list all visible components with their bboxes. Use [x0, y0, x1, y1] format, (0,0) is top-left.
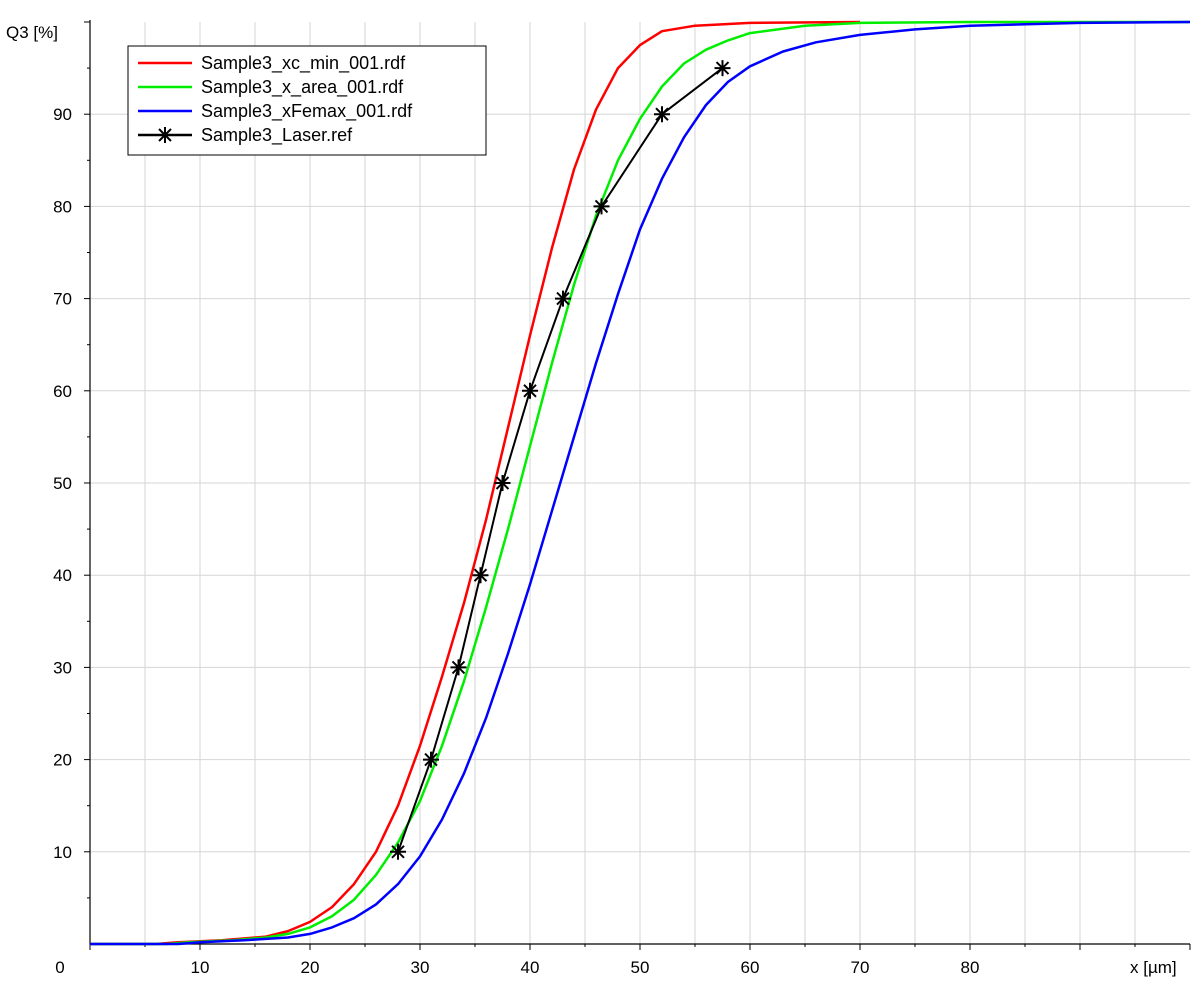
- series-line: [397, 67, 724, 853]
- data-point: [472, 567, 489, 584]
- data-point: [714, 60, 731, 77]
- y-axis-title: Q3 [%]: [6, 23, 58, 42]
- y-tick-label: 30: [53, 658, 72, 677]
- y-tick-label: 80: [53, 197, 72, 216]
- y-tick-label: 20: [53, 751, 72, 770]
- x-tick-label: 40: [521, 958, 540, 977]
- series-3: [90, 20, 1191, 946]
- x-tick-label: 10: [191, 958, 210, 977]
- legend-label: Sample3_xc_min_001.rdf: [201, 53, 406, 74]
- legend: Sample3_xc_min_001.rdf Sample3_x_area_001…: [127, 45, 487, 156]
- axes: [84, 20, 1191, 950]
- y-tick-label: 90: [53, 105, 72, 124]
- data-point: [494, 475, 511, 491]
- data-point: [654, 106, 670, 123]
- series-2: [90, 20, 1190, 946]
- data-point: [423, 751, 439, 768]
- legend-label: Sample3_Laser.ref: [201, 125, 353, 146]
- y-tick-label: 60: [53, 382, 72, 401]
- series-line: [90, 20, 1191, 946]
- y-tick-label: 10: [53, 843, 72, 862]
- x-tick-label: 0: [55, 958, 64, 977]
- x-tick-label: 60: [741, 958, 760, 977]
- x-tick-label: 50: [631, 958, 650, 977]
- data-point: [450, 659, 467, 676]
- x-tick-label: 70: [851, 958, 870, 977]
- series-line: [90, 20, 1190, 946]
- legend-item: Sample3_xc_min_001.rdf: [138, 53, 406, 74]
- data-point: [522, 382, 538, 399]
- x-tick-label: 30: [411, 958, 430, 977]
- x-tick-label: 80: [961, 958, 980, 977]
- legend-marker: [157, 127, 173, 143]
- legend-item: Sample3_x_area_001.rdf: [138, 77, 404, 98]
- legend-item: Sample3_Laser.ref: [138, 125, 353, 146]
- y-tick-label: 70: [53, 290, 72, 309]
- grid: [90, 22, 1190, 944]
- data-point: [555, 290, 571, 307]
- series-4: [390, 60, 731, 860]
- y-tick-label: 50: [53, 474, 72, 493]
- x-axis-title: x [µm]: [1130, 958, 1177, 977]
- legend-label: Sample3_x_area_001.rdf: [201, 77, 404, 98]
- data-point: [593, 198, 610, 215]
- y-tick-label: 40: [53, 566, 72, 585]
- legend-item: Sample3_xFemax_001.rdf: [138, 101, 413, 122]
- series-layer: [90, 20, 1191, 946]
- legend-label: Sample3_xFemax_001.rdf: [201, 101, 413, 122]
- tick-labels: 10 20 30 40 50 60 70 80 90 0 10 20 30 40 50 60 70 80: [53, 105, 979, 977]
- data-point: [390, 843, 406, 860]
- x-tick-label: 20: [301, 958, 320, 977]
